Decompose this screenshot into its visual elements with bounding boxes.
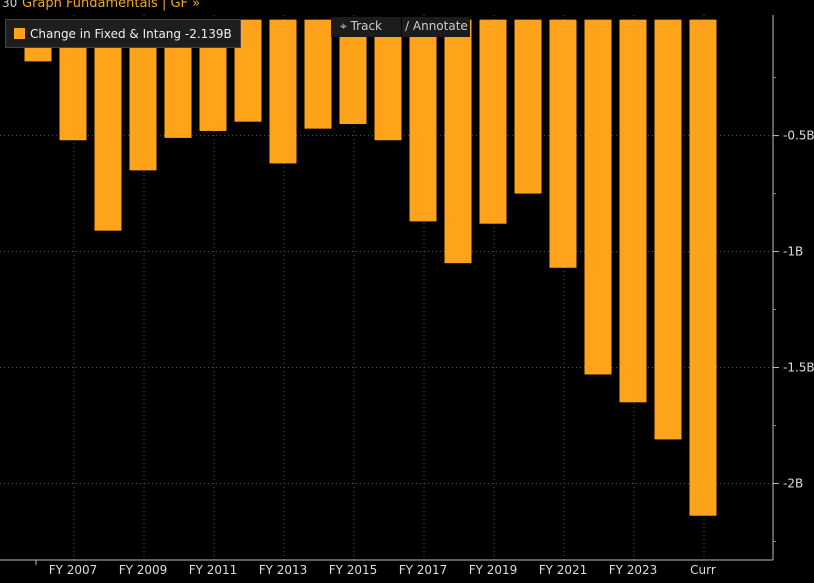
- bar-fy-2018: [444, 19, 472, 264]
- legend-value: -2.139B: [184, 27, 232, 41]
- legend-text: Change in Fixed & Intang -2.139B: [30, 27, 232, 41]
- track-button[interactable]: ⌖ Track: [340, 19, 382, 34]
- chart-toolbar: ⌖ Track ∕ Annotate: [331, 17, 470, 37]
- x-tick-label: FY 2009: [119, 563, 168, 577]
- bar-curr: [689, 19, 717, 516]
- x-tick-label: FY 2015: [329, 563, 378, 577]
- y-tick-label: -2B: [783, 476, 803, 490]
- pencil-icon: ∕: [405, 19, 410, 33]
- annotate-label: Annotate: [412, 19, 468, 33]
- x-tick-label: FY 2013: [259, 563, 308, 577]
- x-tick-label: Curr: [690, 563, 716, 577]
- bar-fy-2014: [304, 19, 332, 129]
- bar-fy-2024: [654, 19, 682, 440]
- bar-fy-2023: [619, 19, 647, 403]
- x-tick-label: FY 2021: [539, 563, 588, 577]
- toolbar-divider: [401, 17, 402, 37]
- crosshair-icon: ⌖: [340, 19, 347, 33]
- x-tick-label: FY 2019: [469, 563, 518, 577]
- x-tick-label: FY 2017: [399, 563, 448, 577]
- bar-fy-2016: [374, 19, 402, 141]
- legend-label: Change in Fixed & Intang: [30, 27, 182, 41]
- window-title-bar: 30 Graph Fundamentals | GF »: [0, 0, 814, 13]
- legend-swatch: [14, 28, 25, 39]
- bar-fy-2019: [479, 19, 507, 224]
- y-tick-label: -1.5B: [783, 361, 814, 375]
- window-number: 30: [2, 0, 18, 10]
- y-tick-label: -0.5B: [783, 129, 814, 143]
- bar-fy-2013: [269, 19, 297, 164]
- annotate-button[interactable]: ∕ Annotate: [405, 19, 468, 33]
- bar-fy-2015: [339, 19, 367, 124]
- bar-fy-2008: [94, 19, 122, 231]
- legend[interactable]: Change in Fixed & Intang -2.139B: [5, 19, 241, 48]
- x-tick-label: FY 2011: [189, 563, 238, 577]
- y-tick-label: -1B: [783, 245, 803, 259]
- bar-fy-2022: [584, 19, 612, 375]
- axes: -0.5B -1B -1.5B -2B FY 2007 FY 2009 FY 2011 FY …: [0, 15, 814, 577]
- track-label: Track: [350, 19, 382, 33]
- bar-fy-2021: [549, 19, 577, 268]
- bars: [24, 19, 717, 516]
- bar-fy-2017: [409, 19, 437, 222]
- x-tick-label: FY 2023: [609, 563, 658, 577]
- bar-fy-2020: [514, 19, 542, 194]
- x-tick-label: FY 2007: [49, 563, 98, 577]
- window-title[interactable]: Graph Fundamentals | GF »: [22, 0, 201, 11]
